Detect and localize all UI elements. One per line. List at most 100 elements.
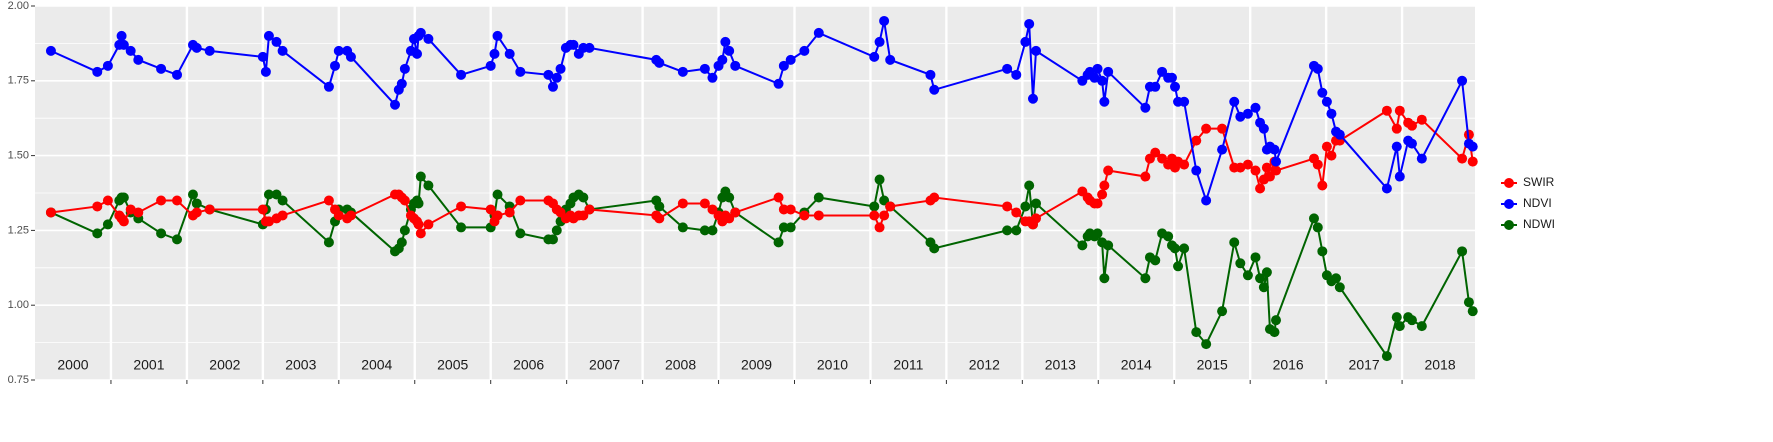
data-point (92, 201, 103, 212)
data-point (1416, 114, 1427, 125)
data-point (257, 204, 268, 215)
data-point (485, 60, 496, 71)
data-point (1416, 153, 1427, 164)
y-tick-label: 1.75 (8, 75, 29, 87)
data-point (1457, 246, 1468, 257)
data-point (555, 63, 566, 74)
legend-key (1504, 178, 1514, 188)
year-label: 2011 (893, 357, 923, 373)
data-point (1255, 183, 1266, 194)
data-point (1317, 87, 1328, 98)
data-point (1326, 108, 1337, 119)
data-point (584, 204, 595, 215)
data-point (412, 48, 423, 59)
data-point (724, 192, 735, 203)
year-label: 2016 (1273, 357, 1304, 373)
data-point (1170, 81, 1180, 92)
data-point (1020, 36, 1031, 47)
legend-label: SWIR (1523, 175, 1555, 189)
data-point (277, 45, 288, 56)
data-point (1150, 147, 1161, 158)
data-point (191, 198, 202, 209)
data-point (133, 207, 144, 218)
data-point (423, 219, 434, 230)
data-point (1467, 141, 1478, 152)
data-point (345, 51, 356, 62)
data-point (869, 51, 880, 62)
data-point (1381, 105, 1392, 116)
data-point (172, 69, 183, 80)
data-point (717, 54, 728, 65)
data-point (1002, 201, 1013, 212)
data-point (271, 36, 282, 47)
data-point (156, 63, 167, 74)
data-point (1163, 231, 1174, 242)
data-point (1250, 102, 1261, 113)
data-point (204, 45, 215, 56)
data-point (415, 171, 426, 182)
data-point (568, 39, 579, 50)
data-point (551, 72, 562, 83)
data-point (156, 195, 167, 206)
year-label: 2015 (1197, 357, 1228, 373)
year-label: 2006 (513, 357, 544, 373)
data-point (1092, 198, 1103, 209)
legend-label: NDVI (1523, 196, 1552, 210)
data-point (799, 45, 810, 56)
data-point (720, 36, 731, 47)
data-point (102, 195, 113, 206)
data-point (172, 234, 183, 245)
data-point (92, 228, 103, 239)
data-point (191, 207, 202, 218)
data-point (1150, 81, 1161, 92)
data-point (1269, 144, 1280, 155)
data-point (1321, 141, 1332, 152)
data-point (323, 195, 334, 206)
data-point (1463, 297, 1474, 308)
data-point (187, 189, 198, 200)
data-point (1457, 153, 1468, 164)
data-point (1027, 93, 1038, 104)
data-point (707, 225, 718, 236)
data-point (874, 36, 885, 47)
data-point (1242, 159, 1253, 170)
data-point (1103, 240, 1114, 251)
data-point (399, 63, 410, 74)
data-point (879, 15, 890, 26)
data-point (547, 81, 558, 92)
data-point (277, 195, 288, 206)
data-point (885, 54, 896, 65)
year-label: 2000 (57, 357, 88, 373)
data-point (330, 60, 340, 71)
data-point (1140, 171, 1151, 182)
data-point (277, 210, 288, 221)
y-tick-label: 1.50 (8, 150, 29, 162)
data-point (1011, 69, 1022, 80)
data-point (1331, 273, 1342, 284)
data-point (799, 210, 810, 221)
data-point (1170, 243, 1180, 254)
data-point (515, 195, 526, 206)
data-point (1406, 315, 1417, 326)
data-point (778, 60, 789, 71)
data-point (1308, 213, 1319, 224)
data-point (874, 174, 885, 185)
data-point (699, 63, 710, 74)
data-point (730, 207, 741, 218)
data-point (1191, 327, 1202, 338)
data-point (1416, 321, 1427, 332)
data-point (1201, 195, 1212, 206)
data-point (413, 219, 424, 230)
data-point (118, 192, 129, 203)
data-point (204, 204, 215, 215)
year-label: 2012 (969, 357, 1000, 373)
year-label: 2007 (589, 357, 620, 373)
data-point (1011, 207, 1022, 218)
data-point (929, 84, 940, 95)
data-point (396, 78, 407, 89)
data-point (92, 66, 103, 77)
data-point (415, 228, 426, 239)
data-point (118, 39, 129, 50)
data-point (1089, 72, 1100, 83)
